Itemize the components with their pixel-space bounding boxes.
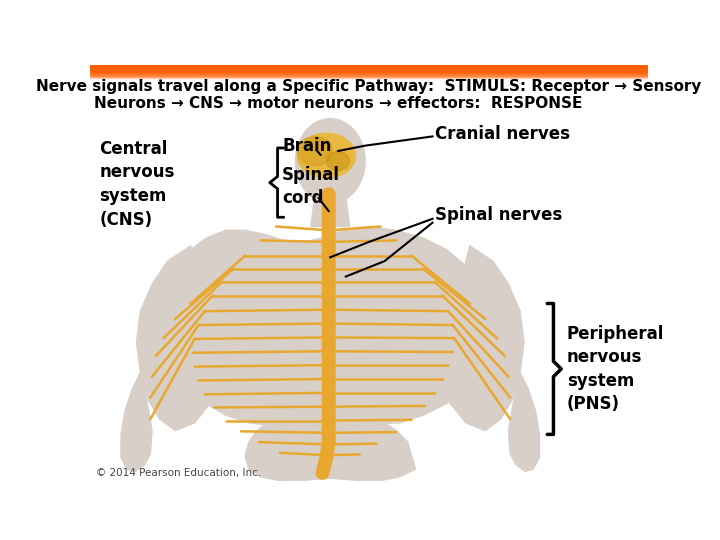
Text: © 2014 Pearson Education, Inc.: © 2014 Pearson Education, Inc. bbox=[96, 468, 261, 478]
Polygon shape bbox=[508, 373, 539, 471]
Ellipse shape bbox=[297, 137, 332, 166]
Text: Neurons → CNS → motor neurons → effectors:  RESPONSE: Neurons → CNS → motor neurons → effector… bbox=[94, 96, 582, 111]
Text: Brain: Brain bbox=[282, 137, 332, 154]
Polygon shape bbox=[245, 421, 415, 481]
Polygon shape bbox=[121, 373, 152, 471]
Ellipse shape bbox=[297, 133, 356, 178]
Text: Peripheral
nervous
system
(PNS): Peripheral nervous system (PNS) bbox=[567, 325, 664, 413]
Polygon shape bbox=[160, 226, 497, 425]
Polygon shape bbox=[311, 195, 350, 226]
Text: Central
nervous
system
(CNS): Central nervous system (CNS) bbox=[99, 140, 175, 228]
Text: Nerve signals travel along a Specific Pathway:  STIMULS: Receptor → Sensory: Nerve signals travel along a Specific Pa… bbox=[36, 79, 702, 94]
Text: Spinal nerves: Spinal nerves bbox=[435, 206, 562, 224]
Polygon shape bbox=[438, 246, 524, 430]
Polygon shape bbox=[137, 246, 222, 430]
Ellipse shape bbox=[326, 151, 350, 171]
Text: Cranial nerves: Cranial nerves bbox=[435, 125, 570, 143]
Ellipse shape bbox=[295, 119, 365, 204]
Text: Spinal
cord: Spinal cord bbox=[282, 166, 341, 207]
